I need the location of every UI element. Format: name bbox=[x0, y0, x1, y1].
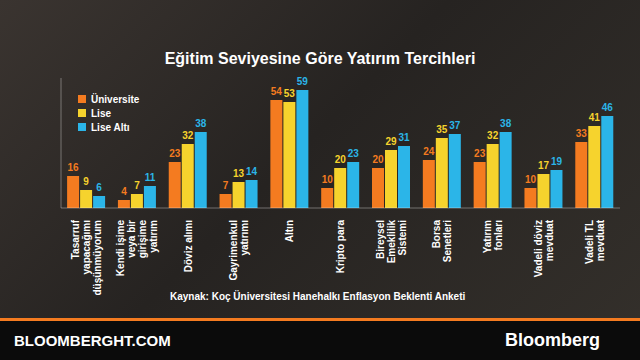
svg-text:7: 7 bbox=[134, 180, 140, 191]
svg-text:veya bir: veya bir bbox=[126, 220, 137, 258]
svg-text:53: 53 bbox=[284, 88, 296, 99]
svg-text:Borsa: Borsa bbox=[431, 220, 442, 249]
svg-text:yatırım: yatırım bbox=[148, 220, 159, 253]
svg-text:Vadeli döviz: Vadeli döviz bbox=[533, 220, 544, 277]
svg-text:11: 11 bbox=[145, 172, 156, 183]
svg-text:4: 4 bbox=[121, 186, 127, 197]
svg-text:10: 10 bbox=[525, 174, 537, 185]
svg-text:6: 6 bbox=[96, 182, 102, 193]
svg-text:13: 13 bbox=[233, 168, 245, 179]
svg-text:19: 19 bbox=[551, 156, 563, 167]
svg-text:32: 32 bbox=[487, 130, 499, 141]
html-text:Eğitim Seviyesine Göre Yatırım: Eğitim Seviyesine Göre Yatırım Tercihler… bbox=[164, 50, 476, 67]
svg-text:35: 35 bbox=[436, 124, 448, 135]
svg-text:7: 7 bbox=[223, 180, 229, 191]
svg-text:Döviz alımı: Döviz alımı bbox=[183, 220, 194, 272]
svg-text:girişime: girişime bbox=[137, 220, 148, 259]
svg-text:Senetleri: Senetleri bbox=[442, 220, 453, 262]
svg-text:Tasarruf: Tasarruf bbox=[70, 219, 81, 259]
svg-text:23: 23 bbox=[169, 148, 181, 159]
svg-text:17: 17 bbox=[538, 160, 550, 171]
svg-text:Kripto para: Kripto para bbox=[335, 220, 346, 274]
svg-text:29: 29 bbox=[385, 136, 397, 147]
svg-text:düşünmüyorum: düşünmüyorum bbox=[92, 220, 103, 296]
svg-text:20: 20 bbox=[335, 154, 347, 165]
svg-text:16: 16 bbox=[68, 162, 80, 173]
svg-text:41: 41 bbox=[589, 112, 601, 123]
svg-text:10: 10 bbox=[322, 174, 334, 185]
svg-text:54: 54 bbox=[271, 86, 283, 97]
svg-text:32: 32 bbox=[182, 130, 194, 141]
html-text:Lise Altı: Lise Altı bbox=[91, 121, 130, 133]
svg-text:mevduat: mevduat bbox=[595, 219, 606, 261]
svg-text:20: 20 bbox=[372, 154, 384, 165]
svg-text:33: 33 bbox=[576, 128, 588, 139]
svg-text:fonları: fonları bbox=[493, 220, 504, 251]
html-text:Kaynak: Koç Üniversitesi Haneh: Kaynak: Koç Üniversitesi Hanehalkı Enfla… bbox=[170, 291, 466, 302]
html-text:Üniversite: Üniversite bbox=[91, 93, 140, 105]
svg-text:31: 31 bbox=[398, 132, 410, 143]
svg-text:Sistemi: Sistemi bbox=[397, 220, 408, 256]
html-text:Lise: Lise bbox=[91, 107, 111, 119]
svg-text:yapacağımı: yapacağımı bbox=[81, 220, 92, 275]
svg-text:Bireysel: Bireysel bbox=[375, 220, 386, 259]
svg-text:23: 23 bbox=[348, 148, 360, 159]
svg-text:mevduat: mevduat bbox=[544, 219, 555, 261]
svg-text:Emeklilik: Emeklilik bbox=[386, 220, 397, 264]
svg-text:14: 14 bbox=[246, 166, 258, 177]
svg-text:38: 38 bbox=[500, 118, 512, 129]
svg-text:Altın: Altın bbox=[284, 220, 295, 242]
svg-text:Gayrimenkul: Gayrimenkul bbox=[228, 220, 239, 281]
svg-text:38: 38 bbox=[195, 118, 207, 129]
svg-text:59: 59 bbox=[297, 76, 309, 87]
svg-text:9: 9 bbox=[83, 176, 89, 187]
svg-text:Kendi işime: Kendi işime bbox=[115, 220, 126, 277]
svg-text:Yatırım: Yatırım bbox=[482, 220, 493, 253]
svg-text:23: 23 bbox=[474, 148, 486, 159]
html-text:Bloomberg: Bloomberg bbox=[505, 330, 600, 350]
svg-text:yatırımı: yatırımı bbox=[239, 220, 250, 256]
svg-text:37: 37 bbox=[449, 120, 461, 131]
html-text:BLOOMBERGHT.COM: BLOOMBERGHT.COM bbox=[14, 332, 171, 349]
svg-text:46: 46 bbox=[602, 102, 614, 113]
svg-text:24: 24 bbox=[423, 146, 435, 157]
svg-text:Vadeli TL: Vadeli TL bbox=[584, 220, 595, 264]
